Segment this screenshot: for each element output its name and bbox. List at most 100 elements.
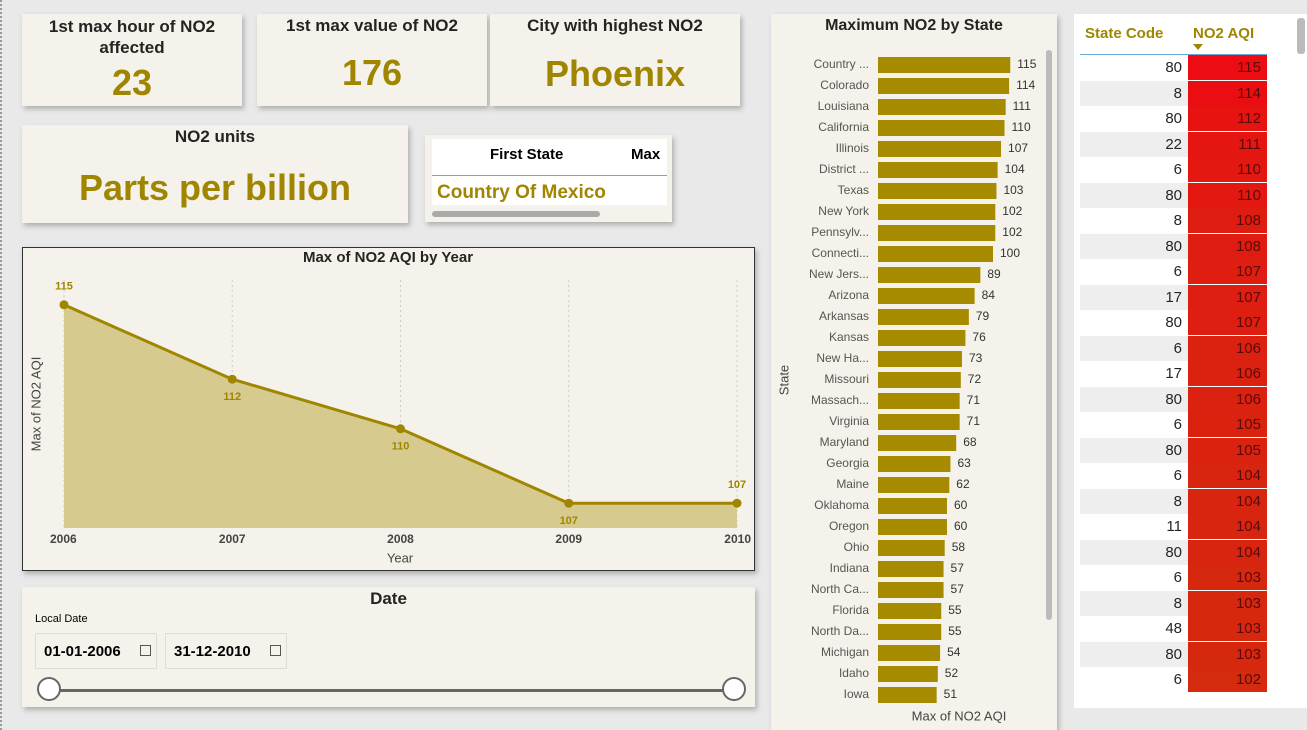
y-tick-label: Arkansas	[819, 309, 869, 323]
y-tick-label: North Da...	[811, 624, 869, 638]
bar	[878, 624, 942, 640]
y-tick-label: Virginia	[829, 414, 869, 428]
y-tick-label: Oregon	[829, 519, 869, 533]
slicer-field: Local Date	[35, 613, 88, 625]
y-tick-label: New Jers...	[809, 267, 869, 281]
table-row	[1080, 412, 1188, 437]
area	[64, 304, 737, 528]
y-tick-label: Maine	[836, 477, 869, 491]
table-cell: 106	[1188, 386, 1267, 412]
date-input[interactable]: 01-01-2006	[35, 633, 157, 669]
y-tick-label: California	[818, 120, 869, 134]
data-label: 114	[1016, 78, 1035, 92]
table-cell: 107	[1188, 284, 1267, 310]
table-cell: 80	[1165, 110, 1182, 127]
table-row	[1080, 335, 1188, 361]
data-label: 57	[951, 561, 965, 575]
y-tick-label: Idaho	[839, 666, 869, 680]
bar	[878, 267, 981, 283]
slider-track	[50, 689, 734, 692]
bar	[878, 372, 961, 388]
table-cell: 6	[1173, 161, 1182, 178]
y-tick-label: New York	[818, 204, 870, 218]
chart-title: Maximum NO2 by State	[825, 17, 1003, 34]
table-row	[1080, 284, 1188, 310]
y-tick-label: District ...	[819, 162, 869, 176]
table-cell: 80	[1165, 441, 1182, 459]
slider-handle[interactable]	[722, 677, 746, 701]
table-cell: 8	[1173, 212, 1182, 229]
scrollbar[interactable]	[1297, 18, 1305, 54]
x-axis-label: Max of NO2 AQI	[912, 708, 1007, 723]
x-axis-label: Year	[387, 550, 414, 565]
data-label: 102	[1002, 225, 1022, 239]
bar	[878, 477, 950, 493]
table-cell: 8	[1173, 492, 1182, 510]
y-tick-label: Georgia	[826, 456, 869, 470]
table-row	[1080, 80, 1188, 106]
y-tick-label: Illinois	[836, 141, 869, 155]
data-label: 110	[392, 441, 410, 453]
table-row	[1080, 310, 1188, 335]
column-header: NO2 AQI	[1193, 25, 1255, 42]
data-label: 58	[952, 540, 966, 554]
y-axis-label: State	[776, 365, 791, 395]
date-input[interactable]: 31-12-2010	[165, 633, 287, 669]
bar	[878, 141, 1002, 157]
calendar-icon	[270, 645, 281, 656]
point	[564, 498, 574, 508]
point	[396, 424, 405, 434]
table-cell: 104	[1188, 514, 1267, 539]
slider-handle[interactable]	[37, 677, 61, 701]
scrollbar[interactable]	[432, 211, 600, 217]
y-tick-label: North Ca...	[811, 582, 869, 596]
card-title: 1st max value of NO2	[286, 16, 458, 35]
data-label: 51	[944, 687, 958, 701]
table-row	[1080, 514, 1188, 539]
y-tick-label: Country ...	[814, 57, 869, 71]
y-axis-label: Max of NO2 AQI	[28, 357, 43, 452]
table-row	[1080, 131, 1188, 157]
data-label: 107	[1008, 141, 1028, 155]
table-row	[1080, 106, 1188, 131]
card-title: 1st max hour of NO2 affected	[48, 17, 216, 57]
date-text: 31-12-2010	[174, 643, 251, 660]
table-cell: 80	[1165, 390, 1182, 408]
y-tick-label: Michigan	[821, 645, 869, 659]
bar	[878, 225, 996, 241]
card-value: Parts per billion	[78, 167, 352, 208]
sort-indicator	[1193, 44, 1203, 50]
table-row	[1080, 233, 1188, 259]
y-tick-label: New Ha...	[816, 351, 869, 365]
table-cell: 8	[1173, 84, 1182, 102]
bar	[878, 351, 962, 367]
card: NO2 units Parts per billion	[22, 125, 408, 223]
x-tick-label: 2007	[219, 532, 246, 546]
first-state-table: First State Max Country Of Mexico	[425, 135, 672, 222]
data-label: 112	[223, 391, 241, 403]
table-cell: 80	[1165, 237, 1182, 255]
slicer-title: Date	[370, 589, 407, 608]
data-label: 107	[560, 515, 578, 527]
data-label: 115	[55, 281, 73, 293]
data-label: 55	[948, 624, 962, 638]
bar	[878, 330, 966, 346]
card: 1st max value of NO2 176	[257, 14, 487, 106]
table-row	[1080, 616, 1188, 641]
table-cell: 102	[1188, 667, 1267, 692]
data-label: 73	[969, 351, 983, 365]
table-cell: 105	[1188, 412, 1267, 437]
data-label: 107	[728, 479, 746, 491]
date-text: 01-01-2006	[44, 643, 121, 660]
bar	[878, 183, 997, 199]
scrollbar[interactable]	[1046, 50, 1052, 620]
table-cell: 48	[1165, 620, 1182, 637]
y-tick-label: Louisiana	[818, 99, 870, 113]
table-cell: 6	[1173, 416, 1182, 433]
data-label: 57	[951, 582, 965, 596]
table-cell: 107	[1188, 259, 1267, 284]
data-label: 102	[1002, 204, 1022, 218]
table-cell: 6	[1173, 339, 1182, 357]
table-cell: 106	[1188, 335, 1267, 361]
column-header: State Code	[1085, 25, 1164, 42]
